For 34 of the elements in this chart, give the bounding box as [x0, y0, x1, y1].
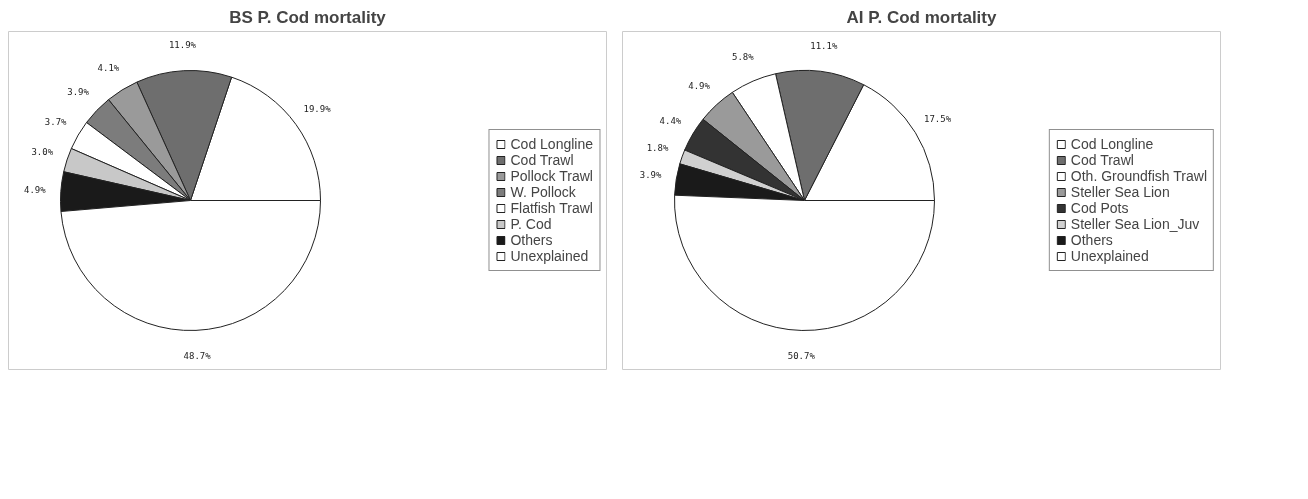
- legend-label: Cod Longline: [1070, 136, 1154, 152]
- data-label: 4.9%: [24, 184, 47, 195]
- data-label: 3.9%: [67, 87, 90, 98]
- legend-label: Unexplained: [1070, 248, 1149, 264]
- data-label: 5.8%: [731, 52, 755, 63]
- data-label: 3.7%: [44, 117, 68, 128]
- data-label: 4.4%: [659, 115, 682, 126]
- legend-label: Steller Sea Lion: [1070, 184, 1170, 200]
- data-label: 11.9%: [168, 39, 197, 50]
- legend-label: Oth. Groundfish Trawl: [1070, 168, 1207, 184]
- legend-label: P. Cod: [510, 216, 552, 232]
- legend-label: Cod Trawl: [1070, 152, 1134, 168]
- data-label: 4.9%: [688, 80, 711, 91]
- data-label: 11.1%: [810, 40, 838, 51]
- data-label: 3.0%: [31, 146, 54, 157]
- chart-title: BS P. Cod mortality: [229, 7, 387, 27]
- legend-label: Steller Sea Lion_Juv: [1070, 216, 1200, 232]
- legend-label: Flatfish Trawl: [510, 200, 593, 216]
- legend-label: W. Pollock: [510, 184, 576, 200]
- data-label: 17.5%: [924, 114, 952, 125]
- legend-label: Unexplained: [510, 248, 589, 264]
- data-label: 3.9%: [639, 170, 662, 181]
- legend-label: Cod Trawl: [510, 152, 574, 168]
- data-label: 19.9%: [303, 104, 332, 115]
- data-label: 4.1%: [97, 62, 120, 73]
- chart-title: AI P. Cod mortality: [846, 7, 997, 27]
- legend-label: Others: [510, 232, 553, 248]
- legend-label: Cod Longline: [510, 136, 593, 152]
- data-label: 48.7%: [183, 351, 212, 362]
- data-label: 1.8%: [646, 143, 669, 154]
- data-label: 50.7%: [787, 351, 816, 362]
- legend-label: Others: [1070, 232, 1113, 248]
- legend-label: Pollock Trawl: [510, 168, 593, 184]
- legend-label: Cod Pots: [1070, 200, 1129, 216]
